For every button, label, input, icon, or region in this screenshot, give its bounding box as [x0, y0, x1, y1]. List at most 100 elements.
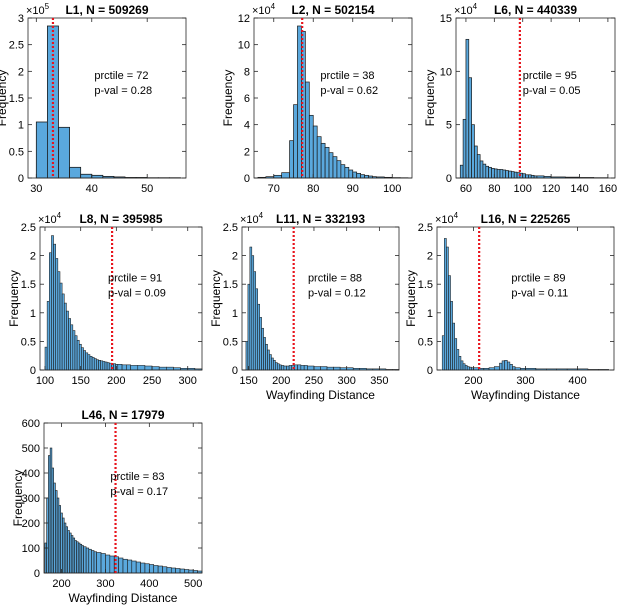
- histogram-bar: [93, 358, 97, 371]
- histogram-bar: [286, 365, 290, 371]
- histogram-bar: [179, 568, 185, 574]
- y-tick-label: 1: [18, 120, 24, 132]
- histogram-bar: [130, 365, 139, 371]
- y-tick-label: 0: [427, 365, 433, 377]
- p-value-annotation: p-val = 0.12: [308, 287, 366, 299]
- percentile-annotation: prctile = 72: [94, 70, 148, 82]
- y-axis-label: Frequency: [11, 470, 25, 527]
- histogram-bar: [499, 169, 504, 179]
- plot-area: [254, 18, 412, 178]
- histogram-bar: [137, 365, 146, 371]
- histogram-bar: [528, 174, 532, 179]
- y-tick-label: 15: [440, 13, 452, 25]
- histogram-bar: [121, 364, 127, 371]
- histogram-bar: [166, 366, 174, 371]
- histogram-bar: [307, 365, 315, 371]
- histogram-bar: [482, 163, 487, 179]
- histogram-bar: [352, 171, 358, 179]
- histogram-bar: [76, 339, 80, 371]
- y-exponent-power: 4: [271, 2, 276, 11]
- y-exponent-power: 4: [473, 2, 478, 11]
- histogram-bar: [247, 283, 251, 371]
- y-tick-label: 2.5: [21, 222, 36, 234]
- y-axis-label: Frequency: [7, 270, 21, 327]
- percentile-annotation: prctile = 89: [511, 272, 565, 284]
- y-exponent-label: ×104: [240, 211, 264, 226]
- histogram-bar: [508, 170, 512, 179]
- x-tick-label: 500: [184, 578, 202, 590]
- y-tick-label: 2: [18, 66, 24, 78]
- y-tick-label: 2: [232, 251, 238, 263]
- y-tick-label: 100: [22, 543, 40, 555]
- y-tick-label: 1.5: [21, 279, 36, 291]
- x-tick-label: 300: [337, 375, 355, 387]
- x-tick-label: 300: [179, 375, 197, 387]
- histogram-bar: [340, 164, 346, 179]
- x-tick-label: 30: [30, 183, 42, 195]
- histogram-bar: [271, 357, 274, 371]
- y-exponent-label: ×104: [454, 2, 478, 17]
- histogram-bar: [308, 114, 314, 179]
- histogram-bar: [328, 152, 334, 179]
- y-tick-label: 0: [446, 173, 452, 185]
- histogram-bar: [104, 361, 108, 371]
- histogram-bar: [471, 124, 475, 179]
- histogram-bar: [336, 160, 342, 179]
- y-tick-label: 4: [244, 120, 250, 132]
- histogram-bar: [117, 364, 123, 371]
- histogram-bar: [96, 359, 99, 371]
- histogram-bar: [158, 366, 167, 371]
- histogram-bar: [441, 335, 445, 371]
- histogram-bar: [511, 171, 515, 179]
- y-tick-label: 12: [238, 13, 250, 25]
- histogram-bar: [496, 169, 501, 179]
- y-tick-label: 0: [232, 365, 238, 377]
- y-axis-label: Frequency: [404, 270, 418, 327]
- y-tick-label: 2: [244, 146, 250, 158]
- y-tick-label: 600: [22, 418, 40, 430]
- histogram-bar: [46, 301, 50, 371]
- histogram-bar: [294, 364, 298, 371]
- histogram-bar: [151, 366, 160, 371]
- p-value-annotation: p-val = 0.11: [511, 287, 568, 299]
- histogram-bar: [499, 362, 503, 371]
- histogram-bar: [344, 166, 350, 179]
- x-tick-label: 400: [568, 375, 586, 387]
- y-tick-label: 8: [244, 66, 250, 78]
- histogram-bar: [493, 168, 498, 179]
- histogram-bar: [454, 338, 458, 371]
- histogram-bar: [281, 172, 290, 179]
- histogram-bar: [459, 164, 464, 179]
- histogram-bar: [275, 362, 278, 371]
- y-tick-label: 0: [18, 173, 24, 185]
- histogram-bar: [106, 362, 110, 371]
- histogram-bar: [316, 136, 322, 179]
- x-tick-label: 70: [268, 183, 280, 195]
- histogram-bar: [162, 566, 168, 574]
- histogram-bar: [35, 121, 48, 179]
- y-axis-label: Frequency: [423, 70, 437, 127]
- histogram-bar: [74, 335, 78, 371]
- histogram-bar: [303, 365, 308, 371]
- histogram-bar: [320, 366, 328, 371]
- p-value-annotation: p-val = 0.05: [523, 85, 581, 97]
- histogram-bar: [96, 552, 102, 574]
- x-tick-label: 160: [599, 183, 617, 195]
- histogram-bar: [465, 38, 470, 179]
- chart-title: L16, N = 225265: [481, 212, 571, 226]
- histogram-bar: [479, 160, 484, 179]
- percentile-annotation: prctile = 38: [320, 70, 374, 82]
- histogram-bar: [100, 553, 106, 574]
- chart-title: L8, N = 395985: [79, 212, 162, 226]
- x-tick-label: 400: [140, 578, 158, 590]
- histogram-bar: [135, 561, 141, 574]
- histogram-bar: [283, 365, 287, 371]
- histogram-bar: [297, 25, 302, 179]
- histogram-bar: [261, 327, 264, 371]
- histogram-bar: [144, 563, 150, 574]
- x-tick-label: 300: [516, 375, 534, 387]
- percentile-annotation: prctile = 83: [110, 471, 164, 483]
- chart-title: L6, N = 440339: [494, 3, 577, 17]
- histogram-bar: [70, 324, 74, 371]
